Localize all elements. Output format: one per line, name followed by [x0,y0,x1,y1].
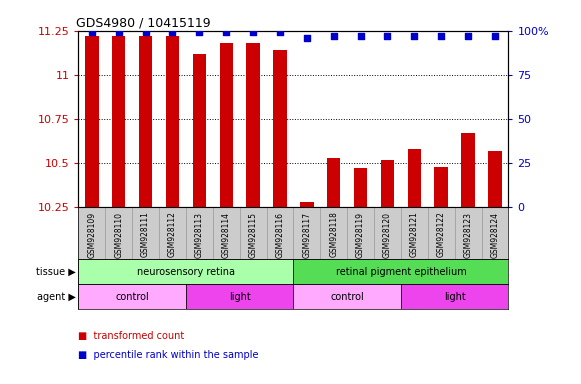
Text: GSM928117: GSM928117 [302,212,311,258]
Point [490,33,500,39]
Text: ■  transformed count: ■ transformed count [78,331,185,341]
Bar [78,284,186,309]
Bar [354,169,367,207]
Text: agent ▶: agent ▶ [37,291,76,302]
Point [275,30,285,36]
Bar [293,259,508,284]
Point [249,30,258,36]
Text: GSM928114: GSM928114 [222,212,231,258]
Bar [461,133,475,207]
Bar [193,54,206,207]
Text: GSM928115: GSM928115 [249,212,257,258]
Point [168,30,177,36]
Text: GSM928113: GSM928113 [195,212,204,258]
Text: light: light [444,291,465,302]
Text: GSM928123: GSM928123 [464,212,472,258]
Bar [293,284,401,309]
Bar [166,36,179,207]
Point [302,35,311,41]
Point [114,30,123,36]
Bar [85,36,99,207]
Point [356,33,365,39]
Text: light: light [229,291,250,302]
Text: retinal pigment epithelium: retinal pigment epithelium [335,266,467,277]
Text: tissue ▶: tissue ▶ [36,266,76,277]
Point [383,33,392,39]
Text: GSM928122: GSM928122 [437,212,446,257]
Bar [381,160,394,207]
Bar [273,50,286,207]
Point [141,30,150,36]
Point [329,33,338,39]
Bar [435,167,448,207]
Bar [300,202,314,207]
Text: GSM928109: GSM928109 [87,212,96,258]
Text: GDS4980 / 10415119: GDS4980 / 10415119 [76,17,211,30]
Text: GSM928111: GSM928111 [141,212,150,257]
Bar [408,149,421,207]
Bar [78,259,293,284]
Text: neurosensory retina: neurosensory retina [137,266,235,277]
Bar [139,36,152,207]
Text: GSM928110: GSM928110 [114,212,123,258]
Text: control: control [115,291,149,302]
Point [410,33,419,39]
Point [464,33,473,39]
Point [221,30,231,36]
Text: GSM928124: GSM928124 [490,212,500,258]
Text: GSM928118: GSM928118 [329,212,338,257]
Text: GSM928119: GSM928119 [356,212,365,258]
Bar [488,151,501,207]
Bar [246,43,260,207]
Bar [401,284,508,309]
Point [195,30,204,36]
Bar [327,158,340,207]
Bar [220,43,233,207]
Text: GSM928121: GSM928121 [410,212,419,257]
Text: GSM928112: GSM928112 [168,212,177,257]
Point [87,30,96,36]
Text: GSM928120: GSM928120 [383,212,392,258]
Text: GSM928116: GSM928116 [275,212,285,258]
Bar [112,36,125,207]
Point [436,33,446,39]
Bar [186,284,293,309]
Text: control: control [330,291,364,302]
Text: ■  percentile rank within the sample: ■ percentile rank within the sample [78,350,259,360]
